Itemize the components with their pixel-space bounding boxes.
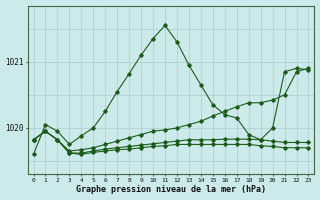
X-axis label: Graphe pression niveau de la mer (hPa): Graphe pression niveau de la mer (hPa) (76, 185, 266, 194)
